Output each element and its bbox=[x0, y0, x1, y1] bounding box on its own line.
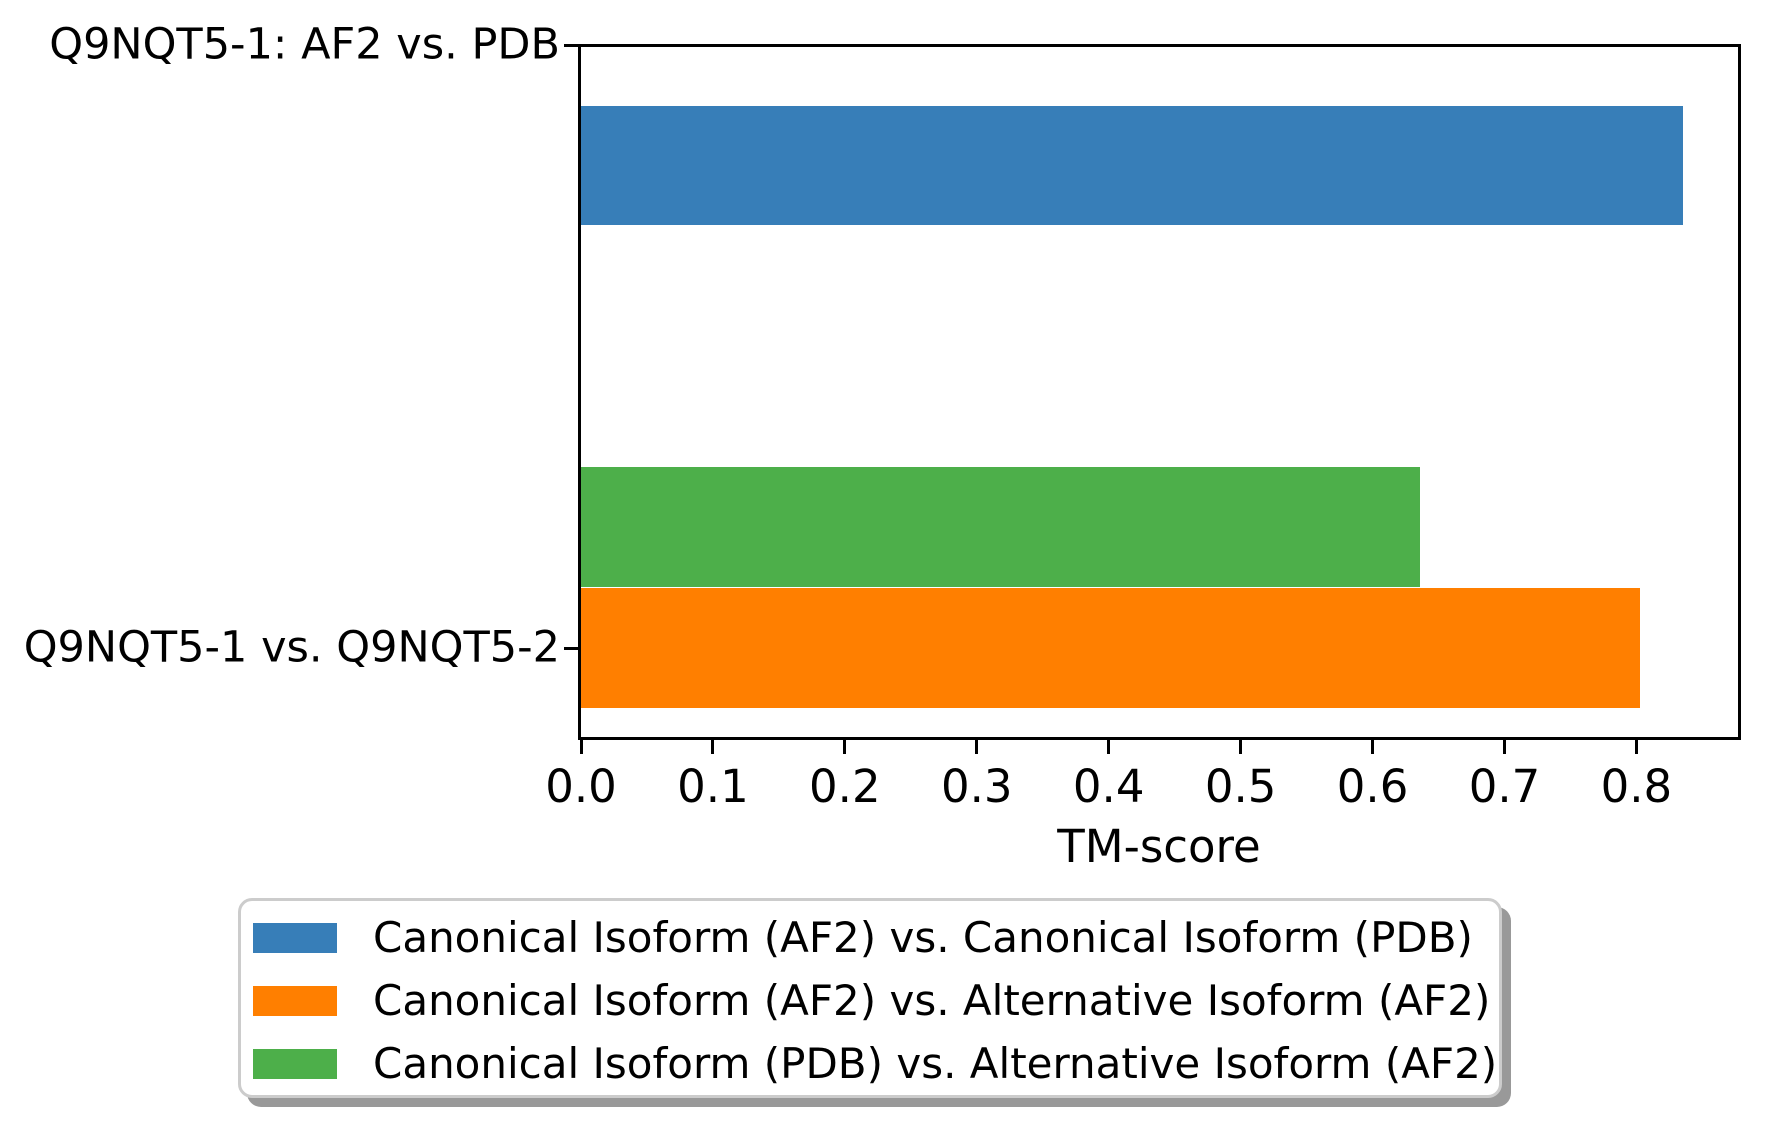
legend-swatch-1 bbox=[253, 985, 337, 1016]
x-tick-label: 0.8 bbox=[1600, 760, 1673, 813]
x-tick-label: 0.6 bbox=[1336, 760, 1409, 813]
x-tick-label: 0.7 bbox=[1468, 760, 1541, 813]
legend-label-2: Canonical Isoform (PDB) vs. Alternative … bbox=[373, 1039, 1498, 1088]
x-tick-mark bbox=[843, 740, 847, 754]
x-tick-label: 0.3 bbox=[940, 760, 1013, 813]
legend-row-2: Canonical Isoform (PDB) vs. Alternative … bbox=[253, 1032, 1499, 1095]
x-tick-label: 0.5 bbox=[1204, 760, 1277, 813]
x-tick-mark bbox=[1239, 740, 1243, 754]
legend-row-0: Canonical Isoform (AF2) vs. Canonical Is… bbox=[253, 906, 1499, 969]
x-tick-mark bbox=[1634, 740, 1638, 754]
legend-swatch-2 bbox=[253, 1048, 337, 1079]
x-tick-label: 0.2 bbox=[809, 760, 881, 813]
legend: Canonical Isoform (AF2) vs. Canonical Is… bbox=[238, 898, 1502, 1098]
bar-canonical-af2-vs-alternative-af2 bbox=[581, 588, 1640, 708]
y-tick-label-category-0: Q9NQT5-1: AF2 vs. PDB bbox=[49, 19, 560, 70]
legend-label-1: Canonical Isoform (AF2) vs. Alternative … bbox=[373, 976, 1491, 1025]
x-tick-mark bbox=[1502, 740, 1506, 754]
y-tick-mark bbox=[564, 43, 578, 47]
x-tick-mark bbox=[711, 740, 715, 754]
legend-swatch-0 bbox=[253, 922, 337, 953]
x-tick-mark bbox=[579, 740, 583, 754]
x-tick-label: 0.0 bbox=[545, 760, 617, 813]
y-tick-label-category-1: Q9NQT5-1 vs. Q9NQT5-2 bbox=[23, 622, 560, 673]
x-tick-mark bbox=[1107, 740, 1111, 754]
x-axis-label: TM-score bbox=[1057, 820, 1261, 873]
x-tick-label: 0.4 bbox=[1072, 760, 1145, 813]
x-tick-mark bbox=[975, 740, 979, 754]
bar-canonical-af2-vs-canonical-pdb bbox=[581, 106, 1683, 225]
plot-area bbox=[578, 44, 1741, 740]
legend-label-0: Canonical Isoform (AF2) vs. Canonical Is… bbox=[373, 913, 1473, 962]
bar-canonical-pdb-vs-alternative-af2 bbox=[581, 467, 1420, 587]
x-tick-mark bbox=[1371, 740, 1375, 754]
x-tick-label: 0.1 bbox=[677, 760, 749, 813]
y-tick-mark bbox=[564, 646, 578, 650]
legend-row-1: Canonical Isoform (AF2) vs. Alternative … bbox=[253, 969, 1499, 1032]
